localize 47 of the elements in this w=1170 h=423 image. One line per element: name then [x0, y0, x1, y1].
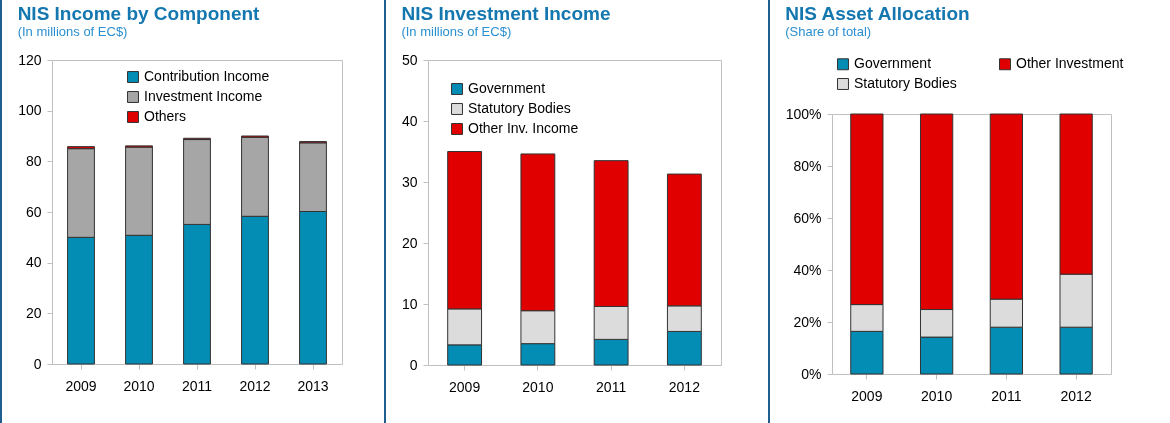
- chart-subtitle: (In millions of EC$): [17, 24, 128, 39]
- chart-subtitle: (In millions of EC$): [401, 24, 512, 39]
- legend-label: Others: [144, 108, 187, 124]
- legend-label: Other Investment: [1016, 55, 1124, 72]
- y-tick-label: 60: [25, 203, 42, 220]
- y-tick-label: 40: [25, 254, 42, 271]
- legend-label: Government: [854, 55, 932, 72]
- x-tick-label: 2011: [991, 387, 1022, 404]
- y-tick-label: 100: [18, 102, 42, 119]
- legend-label: Investment Income: [144, 88, 263, 104]
- x-tick-label: 2010: [921, 387, 953, 404]
- x-tick-label: 2010: [123, 377, 155, 394]
- y-tick-label: 40%: [793, 261, 822, 278]
- legend-label: Statutory Bodies: [468, 100, 571, 116]
- legend-label: Other Inv. Income: [468, 120, 579, 136]
- y-tick-label: 0: [33, 355, 42, 372]
- y-tick-label: 120: [18, 51, 42, 68]
- y-tick-label: 0%: [801, 365, 822, 382]
- y-tick-label: 0: [409, 356, 418, 373]
- x-tick-label: 2011: [596, 378, 627, 395]
- x-tick-label: 2013: [297, 377, 329, 394]
- x-tick-label: 2009: [449, 378, 481, 395]
- y-tick-label: 30: [401, 173, 418, 190]
- x-tick-label: 2010: [522, 378, 554, 395]
- legend-label: Government: [468, 80, 546, 96]
- x-tick-label: 2012: [1060, 387, 1092, 404]
- y-tick-label: 100%: [785, 105, 822, 122]
- x-tick-label: 2012: [668, 378, 701, 395]
- chart-title: NIS Income by Component: [17, 3, 261, 24]
- y-tick-label: 20: [401, 234, 418, 251]
- y-tick-label: 80: [25, 152, 42, 169]
- y-tick-label: 50: [401, 51, 418, 68]
- chart-title: NIS Asset Allocation: [785, 3, 970, 24]
- y-tick-label: 40: [401, 112, 418, 129]
- x-tick-label: 2012: [239, 377, 271, 394]
- y-tick-label: 20%: [793, 313, 822, 330]
- legend-label: Contribution Income: [144, 68, 270, 84]
- y-tick-label: 80%: [793, 157, 822, 174]
- chart-title: NIS Investment Income: [401, 3, 611, 24]
- x-tick-label: 2009: [851, 387, 883, 404]
- y-tick-label: 60%: [793, 209, 822, 226]
- y-tick-label: 20: [25, 304, 42, 321]
- chart-subtitle: (Share of total): [785, 24, 872, 39]
- y-tick-label: 10: [401, 295, 418, 312]
- x-tick-label: 2011: [181, 377, 213, 394]
- legend-label: Statutory Bodies: [854, 75, 957, 91]
- x-tick-label: 2009: [65, 377, 97, 394]
